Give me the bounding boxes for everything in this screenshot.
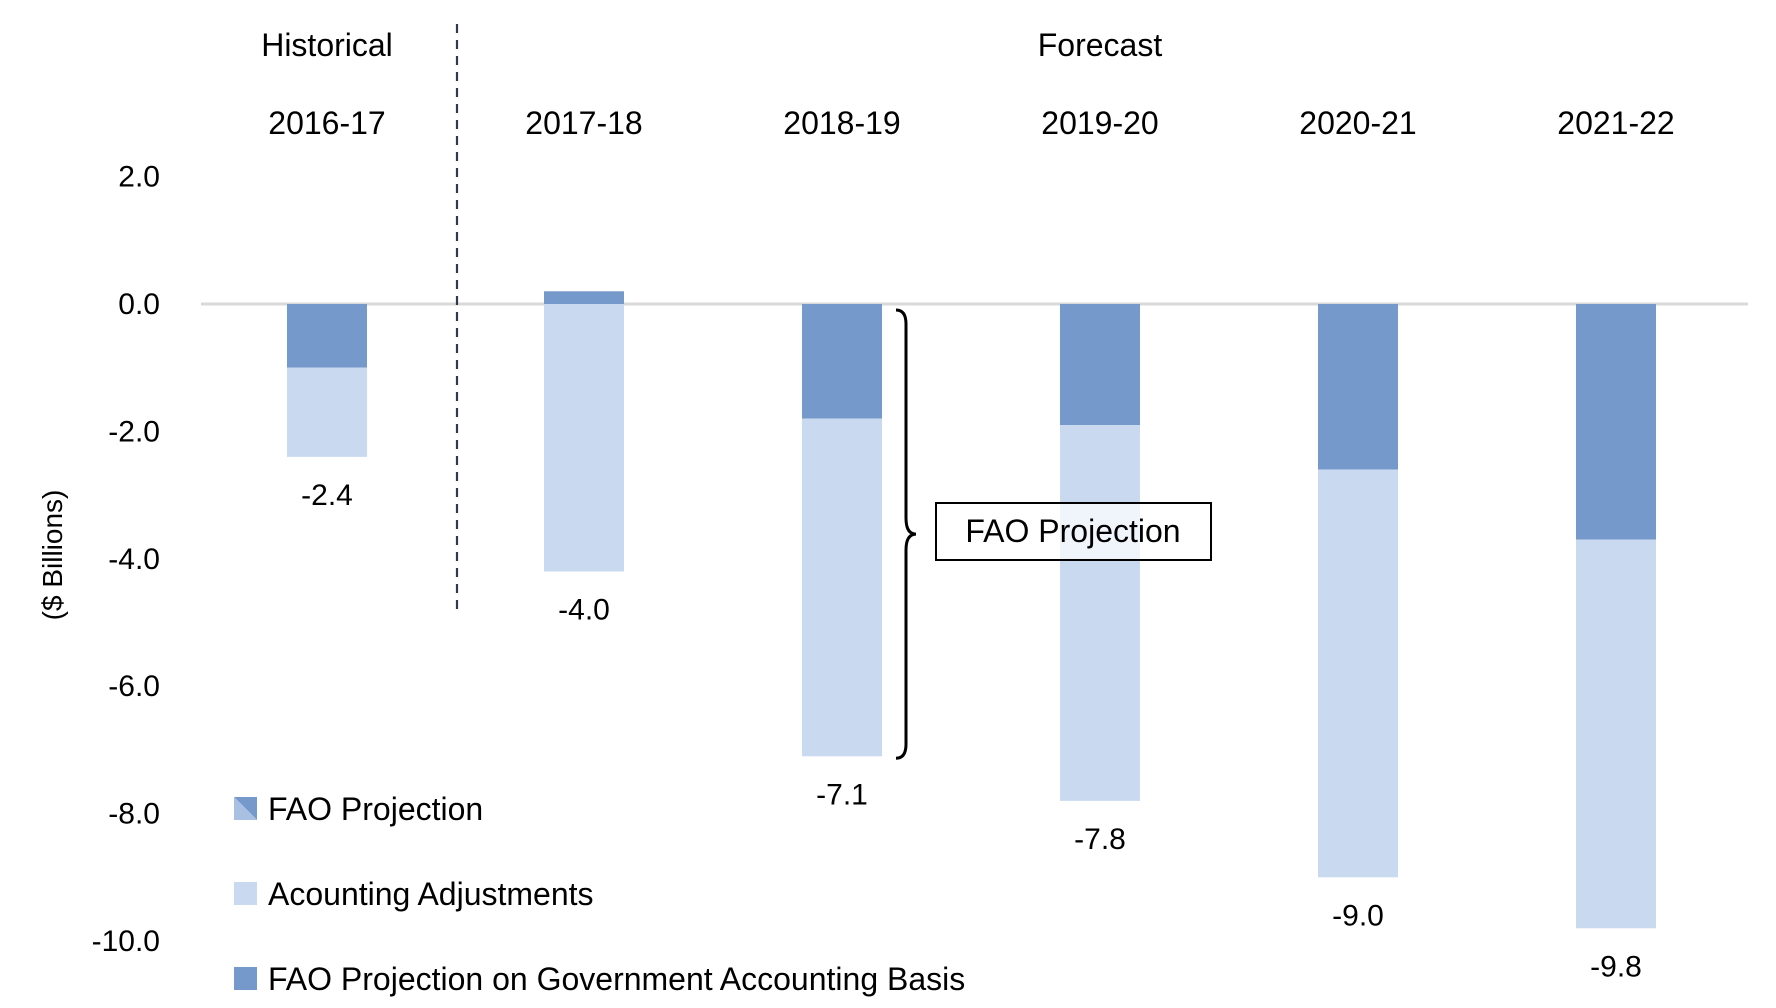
category-label: 2019-20 <box>1041 105 1158 141</box>
bar-segment-fao-projection-gov-basis <box>802 304 882 419</box>
category-label: 2021-22 <box>1557 105 1674 141</box>
legend-item: FAO Projection on Government Accounting … <box>234 961 965 997</box>
legend: FAO Projection Acounting Adjustments FAO P… <box>234 791 965 997</box>
total-data-label: -9.8 <box>1590 950 1642 983</box>
total-data-label: -9.0 <box>1332 899 1384 932</box>
bar-segment-fao-projection-gov-basis <box>1576 304 1656 540</box>
total-data-label: -7.8 <box>1074 823 1126 856</box>
section-header-historical: Historical <box>261 27 393 63</box>
category-label: 2017-18 <box>525 105 642 141</box>
category-label: 2018-19 <box>783 105 900 141</box>
total-data-label: -2.4 <box>301 479 353 512</box>
section-headers: Historical Forecast <box>261 27 1162 63</box>
bar-segment-accounting-adjustments <box>1576 539 1656 929</box>
data-labels: -2.4 -4.0 -7.1 -7.8 -9.0 -9.8 <box>301 479 1642 983</box>
legend-label: FAO Projection <box>268 791 483 827</box>
y-tick-label: -8.0 <box>108 798 160 831</box>
bars <box>287 291 1656 929</box>
total-data-label: -4.0 <box>558 594 610 627</box>
bar-segment-accounting-adjustments <box>1060 425 1140 801</box>
bar-segment-accounting-adjustments <box>802 418 882 757</box>
bar-segment-fao-projection-gov-basis <box>544 291 624 304</box>
bar-segment-fao-projection-gov-basis <box>1318 304 1398 470</box>
y-tick-label: 0.0 <box>118 288 160 321</box>
brace-bracket <box>895 308 917 760</box>
section-header-forecast: Forecast <box>1038 27 1163 63</box>
annotation-text: FAO Projection <box>965 513 1180 549</box>
y-tick-label: -2.0 <box>108 415 160 448</box>
category-label: 2016-17 <box>268 105 385 141</box>
legend-swatch-light-icon <box>234 797 257 820</box>
bar-segment-fao-projection-gov-basis <box>287 304 367 368</box>
y-axis-ticks: 2.0 0.0 -2.0 -4.0 -6.0 -8.0 -10.0 <box>92 161 160 958</box>
bar-segment-fao-projection-gov-basis <box>1060 304 1140 426</box>
legend-label: Acounting Adjustments <box>268 876 594 912</box>
bar-segment-accounting-adjustments <box>544 304 624 572</box>
bar-segment-accounting-adjustments <box>1318 469 1398 878</box>
bar-segment-accounting-adjustments <box>287 367 367 457</box>
annotation-box <box>935 502 1212 561</box>
legend-swatch-icon <box>234 882 257 905</box>
y-tick-label: -10.0 <box>92 925 160 958</box>
legend-swatch-icon <box>234 967 257 990</box>
legend-item: Acounting Adjustments <box>234 876 594 912</box>
legend-item: FAO Projection <box>234 791 483 827</box>
y-tick-label: -4.0 <box>108 543 160 576</box>
x-axis-category-labels: 2016-17 2017-18 2018-19 2019-20 2020-21 2021-… <box>268 105 1674 141</box>
legend-label: FAO Projection on Government Accounting … <box>268 961 965 997</box>
category-label: 2020-21 <box>1299 105 1416 141</box>
y-axis-label: ($ Billions) <box>37 490 68 621</box>
total-data-label: -7.1 <box>816 778 868 811</box>
y-tick-label: 2.0 <box>118 161 160 194</box>
fao-projection-annotation: FAO Projection <box>895 308 1212 760</box>
y-tick-label: -6.0 <box>108 670 160 703</box>
